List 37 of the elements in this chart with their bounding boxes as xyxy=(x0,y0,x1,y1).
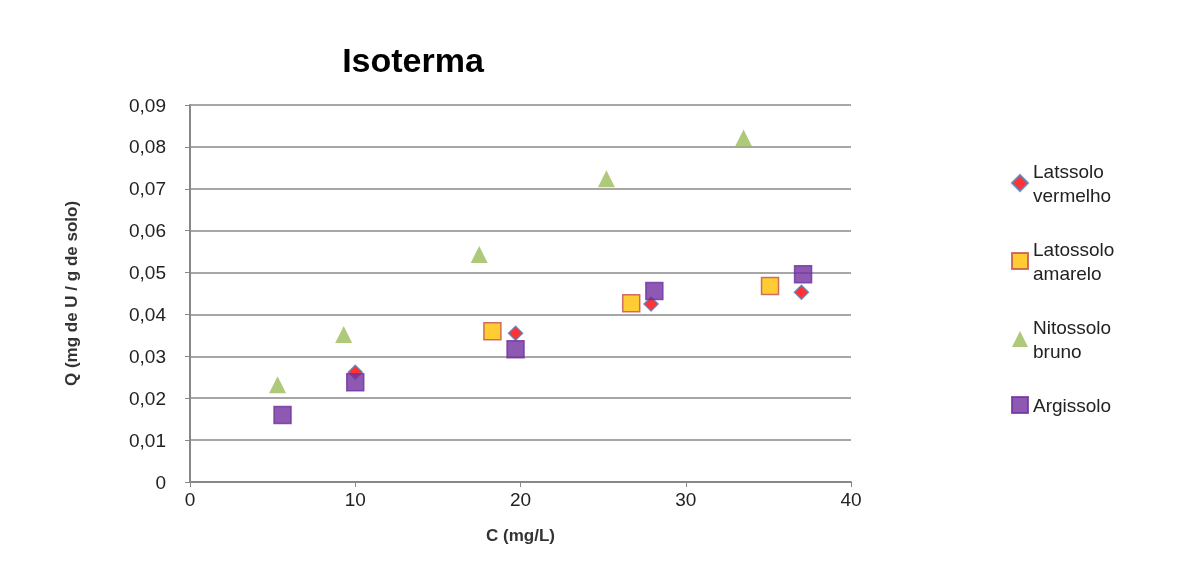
point xyxy=(483,321,502,341)
chart-title: Isoterma xyxy=(342,41,485,79)
point xyxy=(645,281,664,301)
y-tick-label: 0,04 xyxy=(129,303,167,325)
legend-label: Argissolo xyxy=(1033,394,1112,416)
y-tick-label: 0,03 xyxy=(129,345,166,367)
point xyxy=(621,293,641,313)
x-axis-title: C (mg/L) xyxy=(486,526,555,545)
y-tick-label: 0,02 xyxy=(129,387,166,409)
point xyxy=(335,326,353,344)
point xyxy=(470,246,488,264)
point xyxy=(597,170,615,188)
legend-label: Nitossolo bruno xyxy=(1033,316,1117,362)
y-tick-label: 0,01 xyxy=(129,429,166,451)
point xyxy=(269,376,287,394)
y-tick-label: 0,07 xyxy=(129,178,166,200)
y-tick-label: 0 xyxy=(155,471,166,493)
x-tick-label: 40 xyxy=(840,489,862,510)
x-tick-label: 0 xyxy=(184,489,196,510)
x-tick-label: 30 xyxy=(675,489,697,510)
point xyxy=(346,373,365,392)
y-tick-label: 0,08 xyxy=(129,136,166,158)
point xyxy=(506,339,525,359)
legend-label: Latossolo amarelo xyxy=(1033,238,1120,284)
point xyxy=(735,129,753,147)
point xyxy=(507,325,524,342)
y-tick-label: 0,05 xyxy=(129,262,166,284)
y-tick-label: 0,06 xyxy=(129,220,166,242)
y-axis-title: Q (mg de U / g de solo) xyxy=(62,200,81,387)
legend-label: Latssolo vermelho xyxy=(1033,160,1112,206)
point xyxy=(793,264,813,284)
y-tick-label: 0,09 xyxy=(129,94,166,116)
point xyxy=(760,276,780,296)
point xyxy=(273,405,292,425)
x-tick-label: 10 xyxy=(344,489,366,510)
x-tick-label: 20 xyxy=(509,489,532,510)
point xyxy=(793,284,810,300)
